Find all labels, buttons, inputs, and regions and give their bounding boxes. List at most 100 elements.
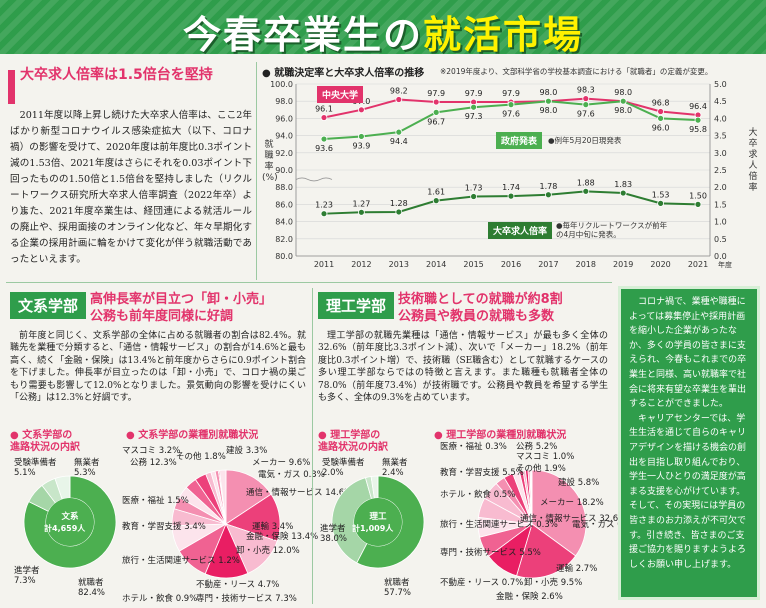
y-left-tick: 90.0	[275, 166, 293, 175]
data-label: 96.8	[652, 99, 670, 108]
riko-industry-label: 不動産・リース 0.7%	[440, 578, 524, 588]
y-right-tick: 1.0	[714, 218, 727, 227]
data-label: 98.2	[390, 86, 408, 95]
x-tick: 2017	[538, 260, 558, 269]
riko-pie1-label-mugyo: 無業者 2.4%	[382, 458, 408, 478]
bunkei-sub1: 高伸長率が目立つ「卸・小売」	[90, 292, 273, 307]
bunkei-pie1-head: ● 文系学部の 進路状況の内訳	[10, 430, 80, 453]
bunkei-industry-label: 不動産・リース 4.7%	[196, 580, 280, 590]
y-right-tick: 1.5	[714, 200, 727, 209]
bunkei-text: 前年度と同じく、文系学部の全体に占める就職者の割合は82.4%。就職先を業種で分…	[10, 331, 306, 404]
section-paragraph-1: 2011年度以降上昇し続けた大卒求人倍率は、ここ2年ばかり新型コロナウイルス感染…	[10, 110, 252, 217]
series-point	[320, 135, 328, 143]
riko-industry-label: その他 1.9%	[516, 464, 566, 474]
bunkei-industry-label: 公務 12.3%	[130, 458, 177, 468]
data-label: 98.0	[614, 106, 632, 115]
data-label: 94.4	[390, 137, 408, 146]
y-left-tick: 100.0	[270, 80, 293, 89]
x-tick: 2014	[426, 260, 446, 269]
series-point	[582, 95, 590, 103]
bunkei-industry-label: 建設 3.3%	[226, 446, 268, 456]
bunkei-pie2-head: ● 文系学部の業種別就職状況	[126, 430, 259, 441]
series-point	[657, 115, 665, 122]
y-right-tick: 3.0	[714, 149, 727, 158]
series-point	[619, 189, 627, 197]
riko-industry-label: 教育・学習支援 5.5%	[440, 468, 524, 478]
y-left-tick: 98.0	[275, 97, 293, 106]
data-label: 1.27	[352, 199, 370, 208]
bunkei-industry-label: その他 1.8%	[176, 452, 226, 462]
bunkei-industry-slice	[218, 469, 227, 525]
data-label: 97.3	[465, 112, 483, 121]
bunkei-pie1-label-shushoku: 就職者 82.4%	[78, 578, 106, 598]
label-ratio-note: ●毎年リクルートワークスが前年の4月中旬に発表。	[556, 221, 668, 239]
series-point	[582, 101, 590, 109]
y-left-tick: 84.0	[275, 218, 293, 227]
series-point	[507, 101, 515, 109]
y-left-tick: 88.0	[275, 183, 293, 192]
data-label: 1.28	[390, 199, 408, 208]
bunkei-industry-label: マスコミ 3.2%	[122, 446, 181, 456]
bunkei-industry-label: 医療・福祉 1.5%	[122, 496, 189, 506]
series-point	[507, 192, 515, 200]
series-point	[544, 191, 552, 199]
axis-break	[296, 179, 710, 186]
series-point	[657, 199, 665, 207]
series-point	[320, 114, 328, 121]
bunkei-industry-label: 卸・小売 12.0%	[236, 546, 300, 556]
bunkei-industry-label: 電気・ガス 0.3%	[258, 470, 325, 480]
y-left-tick: 82.0	[275, 235, 293, 244]
series-point	[358, 133, 365, 140]
data-label: 97.6	[502, 110, 520, 119]
riko-course-center	[354, 498, 402, 546]
riko-sub1: 技術職としての就職が約8割	[398, 292, 563, 307]
bunkei-pie1-center: 文系	[61, 512, 79, 522]
riko-industry-label: 金融・保険 2.6%	[496, 592, 563, 602]
x-tick: 2011	[314, 260, 334, 269]
riko-industry-label: 卸・小売 9.5%	[524, 578, 583, 588]
bunkei-course-center	[46, 498, 94, 546]
series-point	[657, 108, 665, 115]
series-point	[544, 97, 552, 105]
riko-industry-label: メーカー 18.2%	[540, 498, 604, 508]
data-label: 96.0	[652, 123, 670, 132]
y-right-tick: 2.0	[714, 183, 727, 192]
bunkei-pie1-label-juken: 受験準備者 5.1%	[14, 458, 57, 478]
data-label: 1.50	[689, 191, 707, 200]
data-label: 1.88	[577, 178, 595, 187]
data-label: 1.73	[465, 183, 483, 192]
data-label: 97.9	[502, 89, 520, 98]
riko-industry-slice	[516, 523, 577, 579]
divider	[6, 282, 612, 283]
x-tick: 2016	[501, 260, 521, 269]
riko-industry-label: 専門・技術サービス 5.5%	[440, 548, 541, 558]
page-title: 今春卒業生の就活市場	[182, 13, 584, 54]
riko-industry-label: 医療・福祉 0.3%	[440, 442, 507, 452]
series-point	[582, 187, 590, 195]
y-right-tick: 3.5	[714, 132, 727, 141]
bunkei-industry-label: 旅行・生活関連サービス 1.2%	[122, 556, 240, 566]
bunkei-head: 文系学部	[10, 292, 87, 319]
banner-stripes	[0, 0, 766, 54]
data-label: 98.0	[614, 88, 632, 97]
data-label: 97.9	[427, 89, 445, 98]
y-left-label: 就職率(%)	[262, 140, 278, 183]
riko-industry-label: 通信・情報サービス 32.6%	[520, 514, 627, 524]
line-chart: 80.0 82.0 84.0 86.0 88.0 90.0 92.0 94.0 96.0 98.0…	[270, 80, 732, 269]
bunkei-industry-label: 運輸 3.4%	[252, 522, 294, 532]
riko-industry-label: 公務 5.2%	[516, 442, 558, 452]
y-right-label: 大卒求人倍率	[748, 128, 758, 193]
bunkei-industry-label: メーカー 9.6%	[252, 458, 311, 468]
message-paragraph-1: コロナ禍で、業種や職種によっては募集停止や採用計画を縮小した企業があったなか、多…	[629, 297, 747, 410]
axis-break-mark	[295, 177, 333, 182]
data-label: 98.0	[539, 106, 557, 115]
y-right-tick: 0.0	[714, 252, 727, 261]
series-point	[358, 208, 365, 216]
title-banner: 今春卒業生の就活市場	[0, 0, 766, 54]
y-left-tick: 94.0	[275, 132, 293, 141]
career-center-message: コロナ禍で、業種や職種によっては募集停止や採用計画を縮小した企業があったなか、多…	[618, 286, 760, 600]
riko-industry-label: 旅行・生活関連サービス 0.3%	[440, 520, 558, 530]
y-left-tick: 96.0	[275, 114, 293, 123]
label-ratio: 大卒求人倍率	[488, 222, 553, 239]
data-label: 1.53	[652, 190, 670, 199]
